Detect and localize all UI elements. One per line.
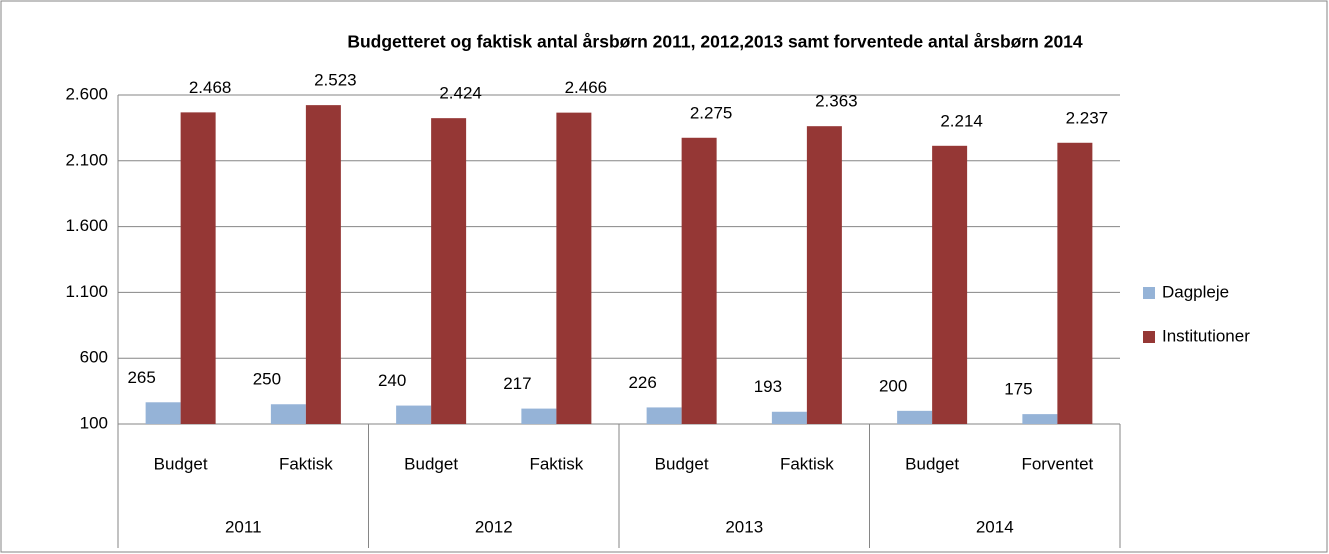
y-tick-label: 1.100 — [65, 282, 108, 301]
group-label: 2013 — [725, 517, 763, 536]
data-label: 265 — [127, 368, 155, 387]
bar — [681, 137, 717, 424]
bar — [646, 407, 682, 424]
legend-swatch — [1143, 331, 1155, 343]
bar — [897, 410, 933, 424]
data-label: 250 — [253, 370, 281, 389]
data-label: 2.363 — [815, 92, 858, 111]
bar — [521, 408, 557, 424]
group-label: 2011 — [225, 517, 262, 536]
data-label: 2.523 — [314, 71, 357, 90]
chart-title: Budgetteret og faktisk antal årsbørn 201… — [347, 32, 1083, 52]
x-tick-label: Budget — [154, 454, 208, 473]
data-label: 226 — [628, 373, 656, 392]
data-label: 2.237 — [1066, 108, 1109, 127]
data-label: 200 — [879, 376, 907, 395]
group-label: 2014 — [976, 517, 1014, 536]
x-tick-label: Faktisk — [279, 454, 333, 473]
legend-swatch — [1143, 287, 1155, 299]
y-tick-label: 1.600 — [65, 216, 108, 235]
data-label: 217 — [503, 374, 531, 393]
data-label: 2.214 — [940, 111, 983, 130]
data-label: 2.466 — [565, 78, 608, 97]
bar — [1022, 414, 1058, 424]
y-tick-label: 100 — [80, 413, 108, 432]
data-label: 2.424 — [439, 84, 482, 103]
x-tick-label: Budget — [404, 454, 458, 473]
bar — [806, 126, 842, 424]
data-label: 193 — [754, 377, 782, 396]
legend-label: Dagpleje — [1162, 282, 1229, 301]
x-tick-label: Budget — [655, 454, 709, 473]
data-label: 2.275 — [690, 103, 733, 122]
bar — [431, 118, 467, 425]
bar — [145, 402, 181, 424]
x-tick-label: Budget — [905, 454, 959, 473]
x-tick-label: Faktisk — [529, 454, 583, 473]
y-tick-label: 2.600 — [65, 84, 108, 103]
bar — [180, 112, 216, 424]
x-tick-label: Faktisk — [780, 454, 834, 473]
data-label: 240 — [378, 371, 406, 390]
data-label: 175 — [1004, 380, 1032, 399]
bar — [396, 405, 432, 424]
x-tick-label: Forventet — [1021, 454, 1093, 473]
bar — [556, 112, 592, 424]
bar — [270, 404, 306, 424]
bar — [771, 411, 807, 424]
y-tick-label: 600 — [80, 348, 108, 367]
group-label: 2012 — [475, 517, 513, 536]
bar — [932, 145, 968, 424]
data-label: 2.468 — [189, 78, 232, 97]
bar — [305, 105, 341, 424]
y-tick-label: 2.100 — [65, 150, 108, 169]
legend-label: Institutioner — [1162, 326, 1250, 345]
bar — [1057, 142, 1093, 424]
